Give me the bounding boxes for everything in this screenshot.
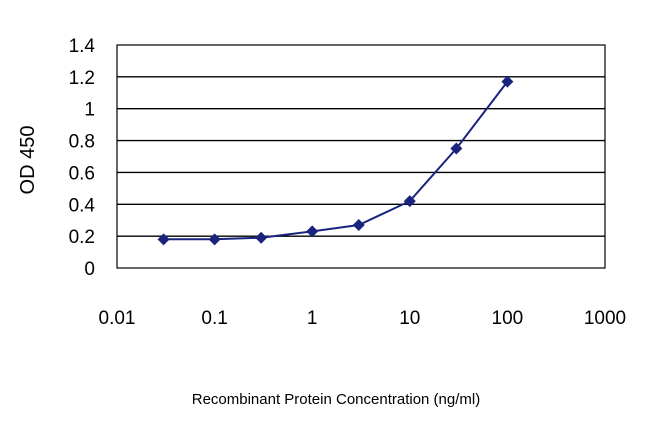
data-point-marker bbox=[501, 75, 514, 88]
x-axis-title: Recombinant Protein Concentration (ng/ml… bbox=[192, 391, 480, 408]
y-tick-label: 0.2 bbox=[69, 227, 95, 248]
data-point-marker bbox=[157, 233, 170, 246]
plot-frame bbox=[116, 44, 606, 269]
data-point-marker bbox=[352, 218, 365, 231]
y-tick-label: 0 bbox=[84, 259, 95, 280]
x-tick-label: 100 bbox=[492, 308, 524, 329]
data-point-marker bbox=[450, 142, 463, 155]
x-tick-label: 1000 bbox=[584, 308, 626, 329]
data-point-marker bbox=[306, 225, 319, 238]
y-axis-ticks: 0 0.2 0.4 0.6 0.8 1 1.2 1.4 bbox=[69, 36, 96, 280]
x-tick-label: 10 bbox=[399, 308, 420, 329]
y-tick-label: 1.4 bbox=[69, 36, 96, 57]
x-tick-label: 1 bbox=[307, 308, 318, 329]
data-point-marker bbox=[255, 231, 268, 244]
x-tick-label: 0.1 bbox=[201, 308, 227, 329]
y-axis-title: OD 450 bbox=[17, 126, 39, 195]
x-tick-label: 0.01 bbox=[99, 308, 136, 329]
data-point-marker bbox=[208, 233, 221, 246]
y-tick-label: 0.6 bbox=[69, 163, 95, 184]
gridlines bbox=[117, 76, 605, 237]
series-markers bbox=[157, 75, 514, 246]
series-line bbox=[163, 80, 509, 241]
y-tick-label: 0.4 bbox=[69, 195, 96, 216]
x-axis-ticks: 0.01 0.1 1 10 100 1000 bbox=[99, 308, 627, 329]
y-tick-label: 1.2 bbox=[69, 68, 95, 89]
y-tick-label: 0.8 bbox=[69, 132, 95, 153]
y-tick-label: 1 bbox=[84, 100, 95, 121]
data-point-marker bbox=[403, 195, 416, 208]
